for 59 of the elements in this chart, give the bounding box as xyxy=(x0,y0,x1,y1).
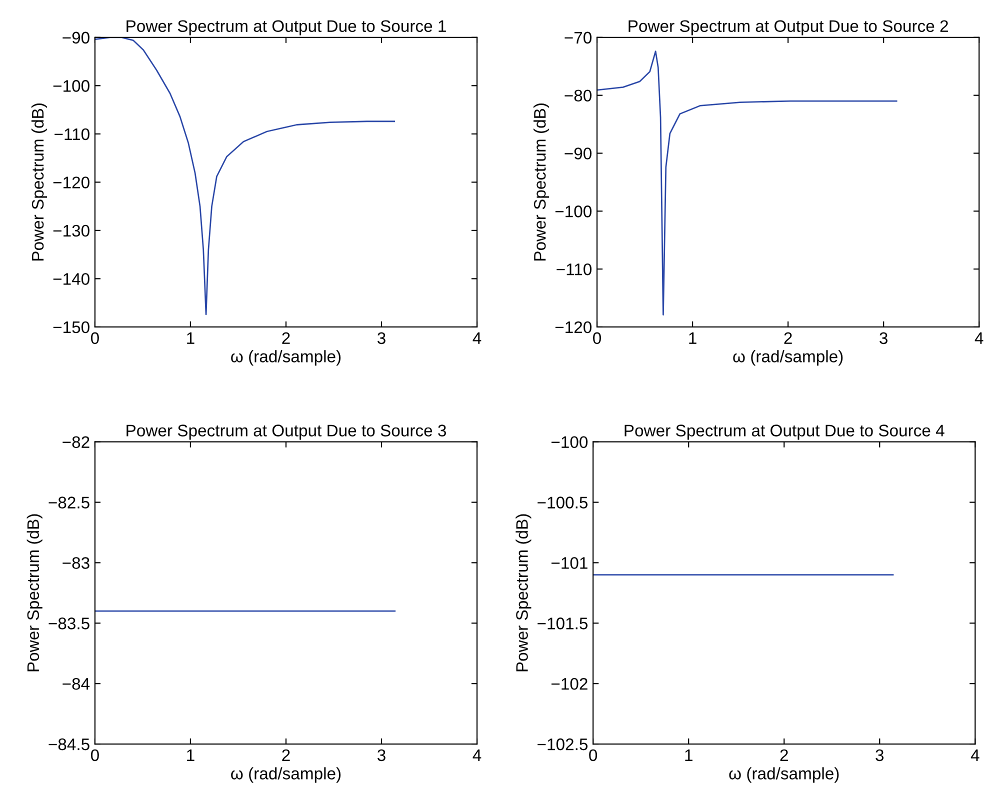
y-tick-label: −110 xyxy=(54,128,90,140)
x-tick-label: 4 xyxy=(970,750,980,761)
chart-title: Power Spectrum at Output Due to Source 4 xyxy=(624,424,944,440)
x-axis-title: ω (rad/sample) xyxy=(231,350,341,366)
y-tick-label: −70 xyxy=(564,32,592,44)
y-tick-label: −83 xyxy=(62,557,90,569)
y-tick-label: −84.5 xyxy=(48,738,90,750)
y-tick-label: −90 xyxy=(564,148,592,160)
y-tick-label: −120 xyxy=(555,321,592,334)
x-axis-title: ω (rad/sample) xyxy=(729,767,839,783)
y-tick-label: −82.5 xyxy=(48,496,90,508)
y-tick-label: −90 xyxy=(62,32,90,44)
y-tick-label: −100 xyxy=(53,80,90,92)
x-tick-label: 1 xyxy=(187,332,194,344)
x-tick-label: 0 xyxy=(589,749,598,762)
x-tick-label: 3 xyxy=(378,749,386,762)
y-tick-label: −150 xyxy=(53,321,90,334)
chart-title: Power Spectrum at Output Due to Source 3 xyxy=(126,424,446,440)
x-tick-label: 1 xyxy=(689,332,696,344)
y-tick-label: −130 xyxy=(53,224,90,237)
x-tick-label: 3 xyxy=(876,749,884,762)
y-tick-label: −110 xyxy=(556,263,592,276)
y-tick-label: −102 xyxy=(552,678,588,690)
y-axis-title: Power Spectrum (dB) xyxy=(534,104,550,260)
x-tick-label: 0 xyxy=(593,332,602,344)
y-tick-label: −140 xyxy=(53,273,90,285)
y-axis-title: Power Spectrum (dB) xyxy=(516,514,532,672)
y-tick-label: −101.5 xyxy=(538,618,588,630)
y-axis-title: Power Spectrum (dB) xyxy=(31,104,47,260)
line-series xyxy=(94,37,396,316)
chart-title: Power Spectrum at Output Due to Source 2 xyxy=(628,20,948,36)
y-tick-label: −100 xyxy=(552,436,588,448)
y-tick-label: −102.5 xyxy=(538,738,588,750)
y-tick-label: −100 xyxy=(555,206,592,218)
x-tick-label: 0 xyxy=(90,749,99,762)
chart-title: Power Spectrum at Output Due to Source 1 xyxy=(126,20,446,36)
y-tick-label: −80 xyxy=(564,90,592,102)
y-tick-label: −83.5 xyxy=(48,618,90,630)
y-tick-label: −100.5 xyxy=(538,496,588,508)
x-tick-label: 2 xyxy=(282,749,290,761)
x-tick-label: 2 xyxy=(784,332,792,344)
y-tick-label: −120 xyxy=(53,176,90,188)
x-tick-label: 3 xyxy=(378,332,386,344)
x-tick-label: 4 xyxy=(472,332,482,344)
x-tick-label: 2 xyxy=(780,749,788,761)
x-tick-label: 1 xyxy=(685,750,692,761)
x-tick-label: 2 xyxy=(282,332,290,344)
x-tick-label: 4 xyxy=(472,750,482,761)
line-series xyxy=(597,50,898,316)
x-tick-label: 1 xyxy=(187,750,194,761)
x-axis-title: ω (rad/sample) xyxy=(733,350,843,366)
x-tick-label: 3 xyxy=(880,332,888,344)
x-tick-label: 0 xyxy=(90,332,99,344)
y-tick-label: −82 xyxy=(62,436,90,448)
x-axis-title: ω (rad/sample) xyxy=(231,767,341,783)
y-tick-label: −84 xyxy=(62,678,90,690)
y-axis-title: Power Spectrum (dB) xyxy=(26,514,42,672)
y-tick-label: −101 xyxy=(552,557,588,569)
x-tick-label: 4 xyxy=(974,332,984,344)
